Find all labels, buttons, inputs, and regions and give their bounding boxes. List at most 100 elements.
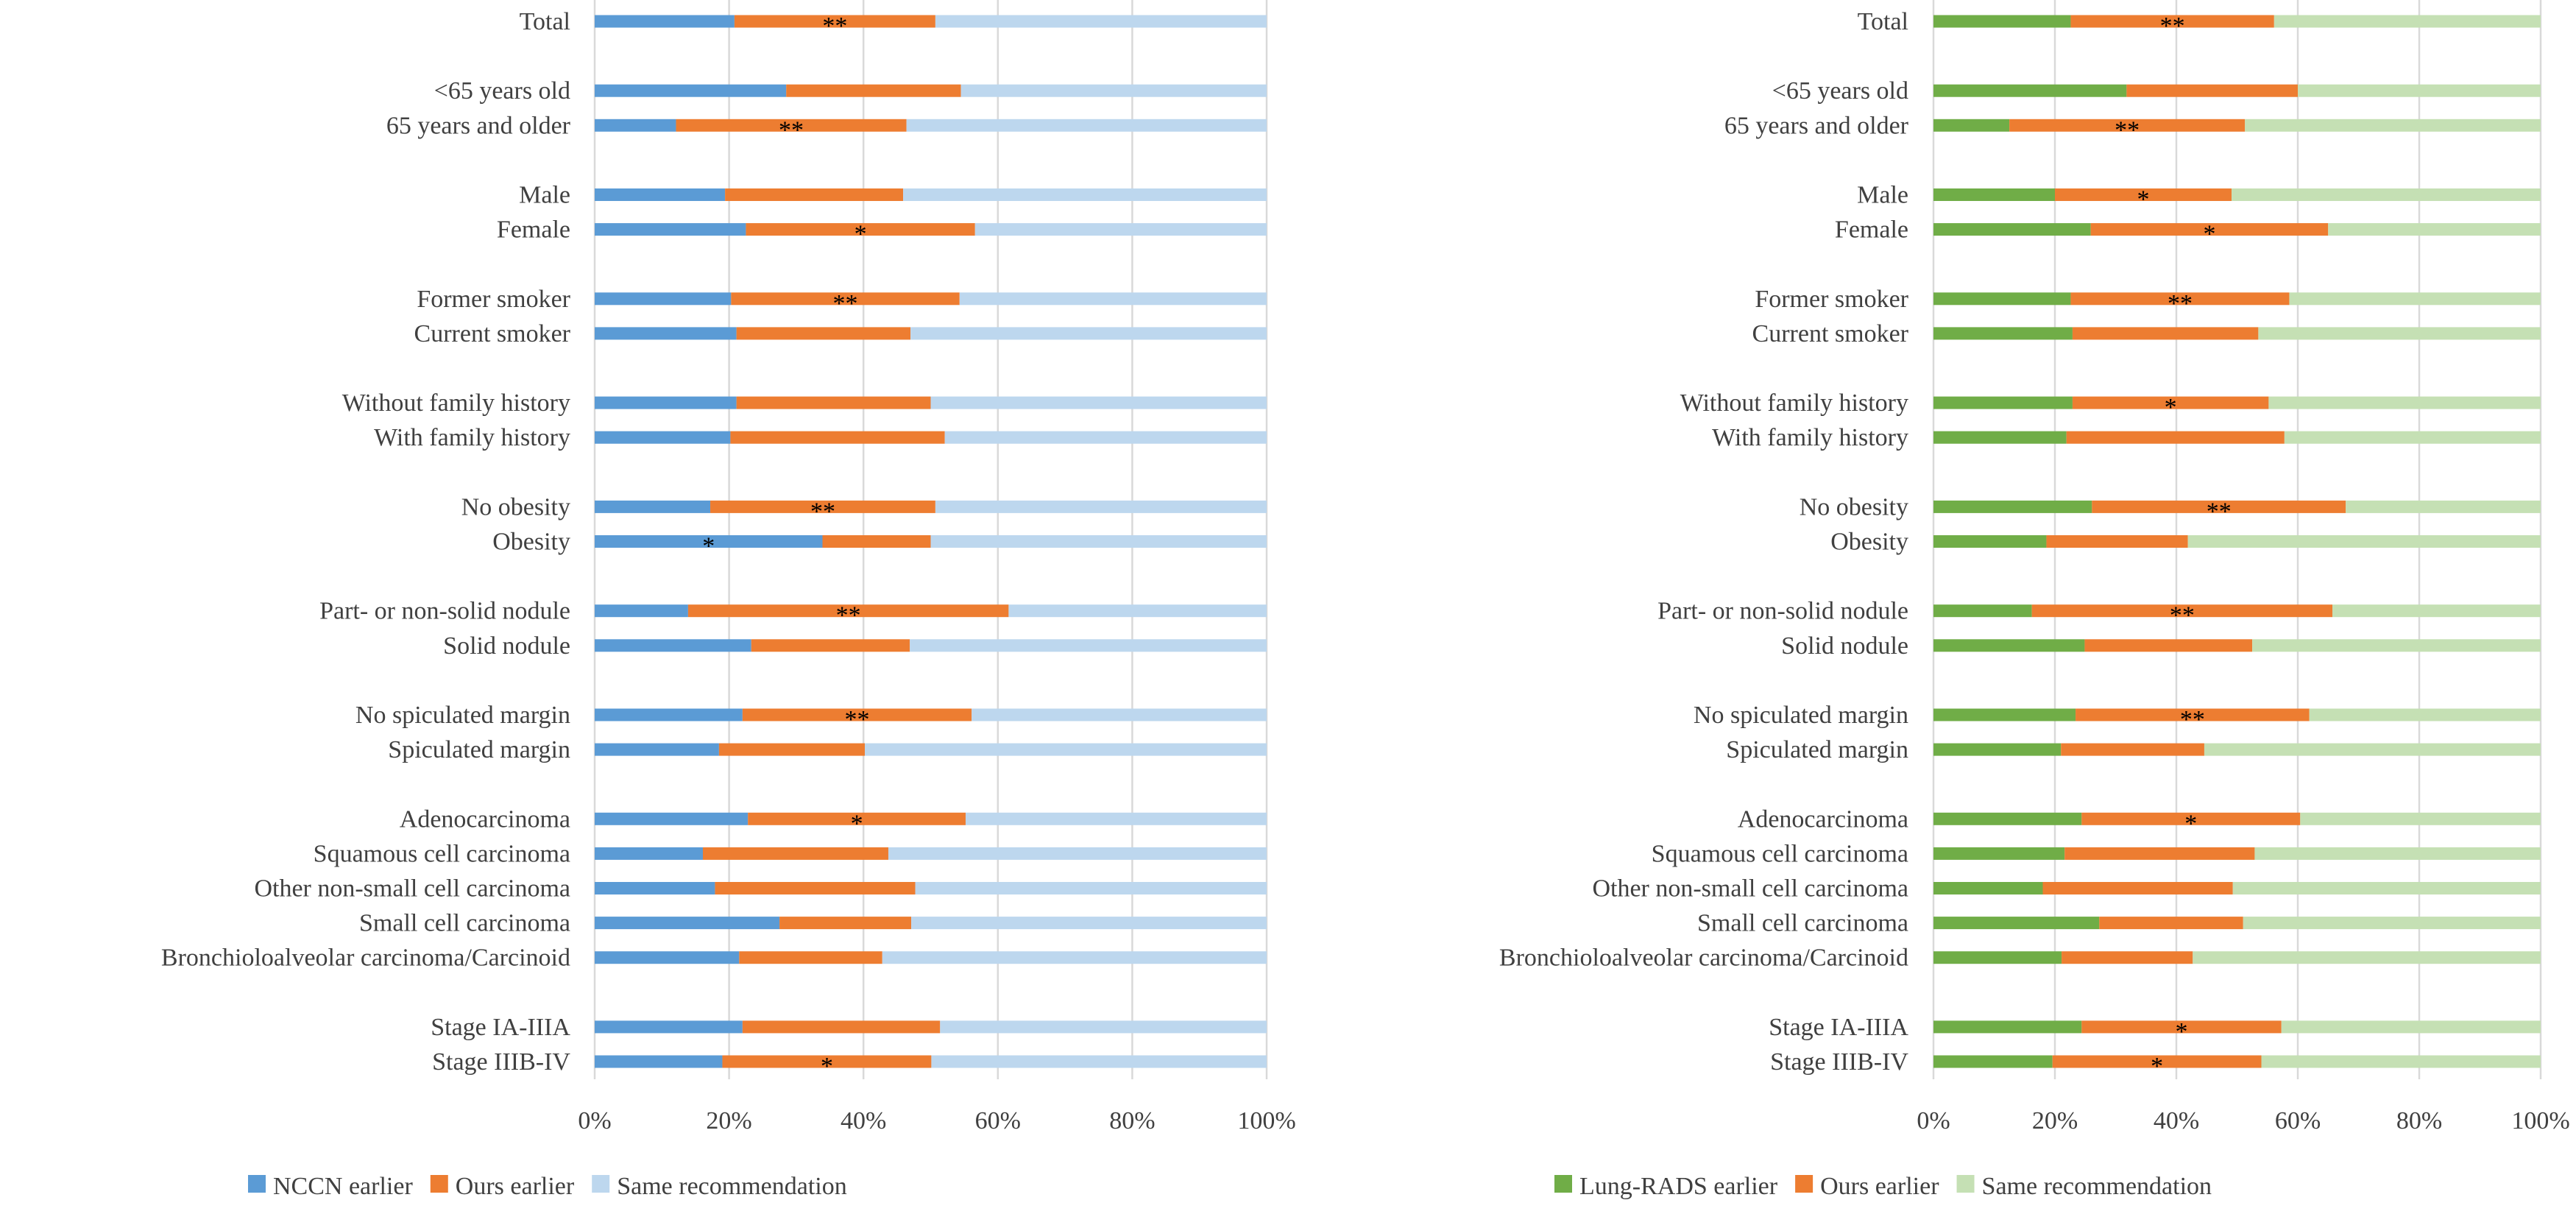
category-label: No spiculated margin	[355, 702, 570, 729]
category-label: <65 years old	[1772, 77, 1908, 105]
significance-marker: **	[779, 116, 804, 144]
category-label: Adenocarcinoma	[400, 805, 570, 833]
x-tick-label: 40%	[2154, 1107, 2199, 1134]
bar-segment-same-recommendation	[2328, 223, 2541, 236]
bar-segment-same-recommendation	[2261, 1055, 2541, 1068]
bar-segment-ours-earlier	[687, 604, 1009, 618]
legend-label: NCCN earlier	[273, 1173, 413, 1200]
category-label: Other non-small cell carcinoma	[1592, 875, 1908, 903]
bar-segment-same-recommendation	[2268, 396, 2541, 409]
significance-marker: **	[845, 706, 870, 733]
category-label: Solid nodule	[443, 632, 570, 660]
bar-segment-same-recommendation	[935, 15, 1267, 28]
category-label: No spiculated margin	[1694, 702, 1908, 729]
bar-segment-same-recommendation	[906, 119, 1267, 132]
category-label: Part- or non-solid nodule	[1657, 598, 1908, 625]
bar-segment-ours-earlier	[2072, 327, 2259, 340]
category-label: 65 years and older	[386, 112, 571, 139]
bar-segment-ours-earlier	[2070, 15, 2274, 28]
category-label: With family history	[374, 424, 570, 451]
bar-segment-nccn-earlier	[595, 500, 711, 513]
bar-segment-lung-rads-earlier	[1933, 812, 2082, 825]
bar-segment-ours-earlier	[736, 396, 931, 409]
category-label: Part- or non-solid nodule	[319, 598, 570, 625]
bar-segment-same-recommendation	[865, 743, 1267, 756]
category-label: 65 years and older	[1724, 112, 1909, 139]
bar-segment-same-recommendation	[930, 396, 1267, 409]
bar-segment-lung-rads-earlier	[1933, 188, 2055, 201]
category-label: Stage IIIB-IV	[1770, 1048, 1908, 1076]
bar-segment-nccn-earlier	[595, 951, 740, 964]
category-label: Other non-small cell carcinoma	[254, 875, 570, 903]
bar-segment-ours-earlier	[2042, 882, 2233, 894]
bar-segment-same-recommendation	[972, 708, 1267, 721]
bar-segment-same-recommendation	[903, 188, 1267, 201]
bar-segment-ours-earlier	[2092, 500, 2346, 513]
bar-segment-same-recommendation	[2300, 812, 2541, 825]
x-tick-label: 100%	[2511, 1107, 2569, 1134]
bar-segment-ours-earlier	[731, 292, 960, 306]
bar-segment-same-recommendation	[910, 327, 1267, 340]
bar-segment-lung-rads-earlier	[1933, 917, 2100, 930]
bar-segment-nccn-earlier	[595, 535, 823, 548]
significance-marker: *	[854, 221, 867, 248]
legend-label: Ours earlier	[1820, 1173, 1939, 1200]
bar-segment-same-recommendation	[2232, 188, 2541, 201]
significance-marker: **	[2115, 116, 2140, 144]
bar-segment-ours-earlier	[718, 743, 866, 756]
bar-segment-ours-earlier	[2084, 639, 2253, 652]
category-label: Bronchioloalveolar carcinoma/Carcinoid	[161, 945, 570, 972]
category-label: Without family history	[1680, 389, 1908, 417]
legend-label: Lung-RADS earlier	[1579, 1173, 1778, 1200]
category-label: Current smoker	[414, 320, 571, 347]
bar-segment-same-recommendation	[1008, 604, 1267, 618]
bar-segment-nccn-earlier	[595, 396, 737, 409]
bar-segment-ours-earlier	[748, 812, 966, 825]
bar-segment-same-recommendation	[2258, 327, 2541, 340]
bar-segment-ours-earlier	[779, 917, 912, 930]
legend-swatch	[1795, 1175, 1814, 1193]
x-tick-label: 0%	[578, 1107, 611, 1134]
bar-segment-lung-rads-earlier	[1933, 951, 2062, 964]
category-label: Current smoker	[1752, 320, 1909, 347]
bar-segment-nccn-earlier	[595, 15, 735, 28]
bar-segment-ours-earlier	[786, 84, 961, 97]
bar-segment-ours-earlier	[2064, 847, 2255, 860]
bar-segment-ours-earlier	[2046, 535, 2188, 548]
bar-segment-lung-rads-earlier	[1933, 1055, 2053, 1068]
bar-segment-same-recommendation	[882, 951, 1267, 964]
category-label: <65 years old	[434, 77, 570, 105]
bar-segment-ours-earlier	[730, 431, 945, 444]
bar-segment-nccn-earlier	[595, 812, 749, 825]
bar-segment-lung-rads-earlier	[1933, 535, 2047, 548]
category-label: No obesity	[1800, 493, 1908, 520]
significance-marker: **	[810, 498, 835, 525]
bar-segment-same-recommendation	[888, 847, 1267, 860]
bar-segment-same-recommendation	[2245, 119, 2541, 132]
significance-marker: **	[2168, 290, 2193, 317]
bar-segment-nccn-earlier	[595, 743, 719, 756]
bar-segment-ours-earlier	[710, 500, 935, 513]
significance-marker: **	[822, 13, 847, 40]
significance-marker: **	[836, 602, 861, 629]
bar-segment-same-recommendation	[2284, 431, 2541, 444]
bar-segment-same-recommendation	[911, 917, 1267, 930]
bar-segment-lung-rads-earlier	[1933, 708, 2076, 721]
bar-segment-ours-earlier	[2081, 812, 2301, 825]
bar-segment-same-recommendation	[944, 431, 1267, 444]
legend-swatch	[430, 1175, 448, 1193]
x-tick-label: 80%	[2396, 1107, 2442, 1134]
category-label: With family history	[1712, 424, 1908, 451]
bar-segment-lung-rads-earlier	[1933, 119, 2010, 132]
significance-marker: *	[2165, 394, 2177, 421]
bar-segment-same-recommendation	[2232, 882, 2541, 894]
bar-segment-same-recommendation	[2204, 743, 2541, 756]
legend-swatch	[1956, 1175, 1975, 1193]
legend-swatch	[592, 1175, 610, 1193]
category-label: Stage IIIB-IV	[432, 1048, 570, 1076]
category-label: Small cell carcinoma	[359, 910, 570, 937]
category-label: Squamous cell carcinoma	[314, 840, 570, 867]
x-tick-label: 60%	[2275, 1107, 2321, 1134]
bar-segment-ours-earlier	[2061, 743, 2204, 756]
bar-segment-nccn-earlier	[595, 1055, 723, 1068]
